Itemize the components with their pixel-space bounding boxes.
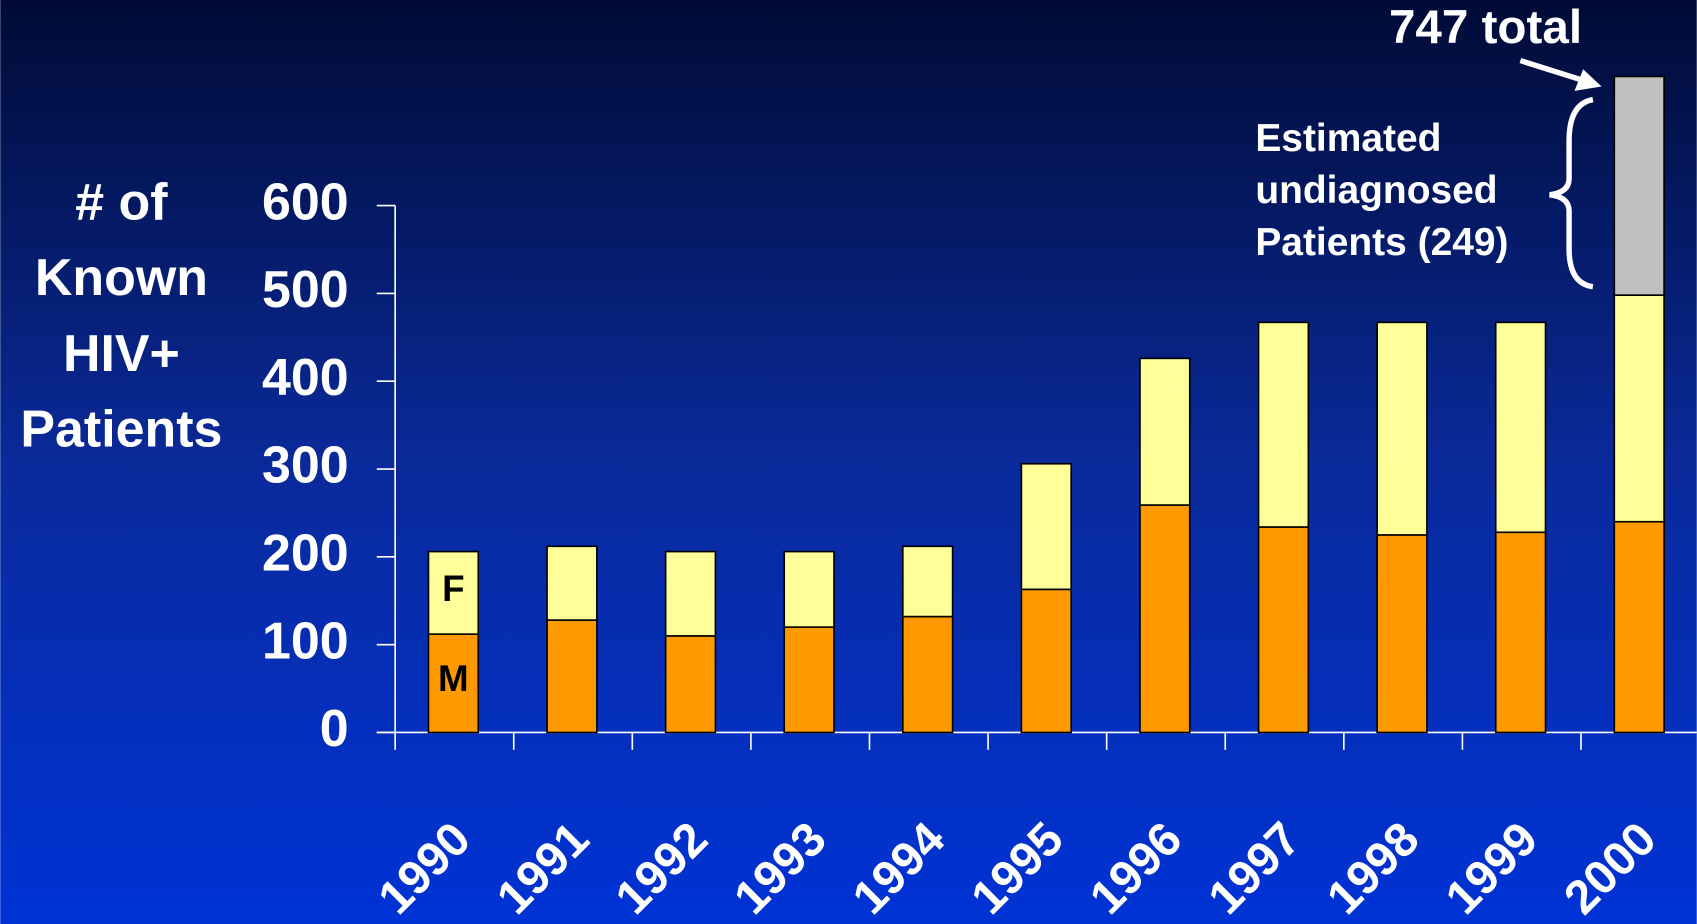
bar-segment [1613,520,1665,734]
brace [1549,96,1594,290]
bar-segment [902,615,954,734]
bar-segment [1613,294,1665,523]
bar-segment [1139,357,1191,506]
annotation: 747 total [1389,1,1582,54]
y-tick-label: 500 [262,261,349,319]
bar-segment [1257,526,1310,734]
annotation: Patients (249) [1255,221,1508,264]
y-tick-label: 300 [262,437,349,495]
y-axis-label: # of Known HIV+ Patients [20,173,222,458]
annotation: Estimated [1255,117,1441,160]
bar-segment [783,550,835,628]
bar-segment [1139,504,1191,734]
bar-segment [1494,321,1547,534]
bar-segment [427,633,480,734]
y-tick-label: 400 [262,349,349,407]
y-label-line: Patients [20,401,222,459]
bar-segment [902,545,954,618]
y-label-line: # of [75,173,168,231]
y-label-line: Known [35,249,208,307]
legend-label: M [438,658,469,699]
bar-segment [427,550,480,635]
bar-segment [1494,531,1547,734]
y-tick-label: 600 [262,173,349,231]
legend-label: F [442,568,464,609]
bar-segment [1376,321,1428,536]
bar-segment [546,619,598,734]
y-label-line: HIV+ [63,325,180,383]
annotation: undiagnosed [1255,169,1497,212]
y-tick-label: 100 [262,612,349,670]
bar-segment [1376,534,1428,734]
bar-segment [1613,75,1665,296]
arrow-head [1574,69,1602,91]
bar-segment [546,545,598,621]
bar-segment [1020,588,1072,734]
y-tick-label: 200 [262,525,349,583]
bar-segment [1257,321,1310,528]
bar-segment [1020,462,1072,591]
bar-segment [664,550,717,637]
y-tick-label: 0 [320,700,349,758]
bar-segment [783,626,835,734]
arrow-shaft [1519,58,1583,83]
bar-segment [664,635,717,734]
